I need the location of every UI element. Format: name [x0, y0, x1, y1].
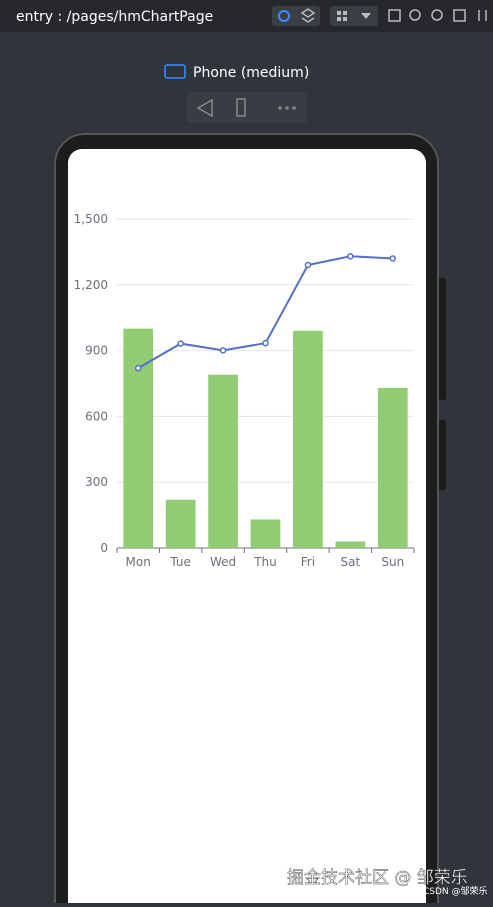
phone-screen: [68, 149, 426, 907]
fit-icon[interactable]: [388, 9, 401, 22]
inspect-icon[interactable]: [278, 10, 290, 22]
y-tick-label: 1,200: [74, 278, 108, 292]
y-tick-label: 0: [100, 541, 108, 555]
more-button[interactable]: [278, 106, 282, 110]
more-button: [292, 106, 296, 110]
grid-icon: [337, 17, 341, 21]
x-tick-label: Wed: [210, 555, 236, 569]
line-point: [177, 340, 184, 347]
rotate-button[interactable]: [236, 98, 246, 117]
device-label: Phone (medium): [193, 65, 309, 81]
side-button: [437, 278, 446, 400]
x-tick-label: Fri: [301, 555, 315, 569]
grid-icon: [343, 17, 347, 21]
zoom-out-icon[interactable]: [409, 9, 421, 21]
dropdown-icon[interactable]: [361, 13, 371, 19]
bar: [208, 374, 238, 548]
device-toolbar: [186, 92, 307, 123]
y-tick-label: 900: [85, 344, 108, 358]
grid-icon: [343, 11, 347, 15]
layout-menu[interactable]: [330, 6, 378, 26]
x-tick-label: Sun: [381, 555, 404, 569]
side-button: [437, 420, 446, 490]
chart: 0 300 600 900 1,200 1,500 Mon Tue Wed Thu Fri Sat Su…: [74, 212, 415, 569]
line-point: [304, 261, 312, 269]
line-point: [389, 255, 397, 262]
line-point: [134, 364, 142, 372]
zoom-in-icon[interactable]: [431, 9, 443, 21]
more-button: [285, 106, 289, 110]
y-tick-label: 1,500: [74, 212, 108, 226]
x-tick-label: Thu: [253, 555, 277, 569]
y-tick-label: 300: [85, 475, 108, 489]
ratio-icon[interactable]: [478, 10, 487, 21]
bar: [165, 499, 196, 548]
watermark-sub: CSDN @邹荣乐: [423, 885, 488, 897]
page-path: entry : /pages/hmChartPage: [16, 9, 213, 25]
x-tick-label: Tue: [169, 555, 191, 569]
x-tick-label: Sat: [341, 555, 361, 569]
bar: [377, 387, 408, 548]
line-point: [262, 339, 269, 347]
grid-icon: [337, 11, 341, 15]
x-tick-label: Mon: [126, 555, 151, 569]
layers-icon[interactable]: [300, 8, 316, 23]
bar: [335, 541, 366, 548]
watermark: 掘金技术社区 @ 邹荣乐: [287, 868, 468, 888]
line-point: [347, 253, 354, 260]
device-icon: [164, 64, 186, 79]
back-button[interactable]: [196, 98, 213, 118]
resize-icon[interactable]: [453, 9, 466, 22]
line-point: [219, 347, 227, 354]
y-tick-label: 600: [85, 409, 108, 423]
bar: [293, 330, 323, 548]
bar: [250, 519, 281, 548]
